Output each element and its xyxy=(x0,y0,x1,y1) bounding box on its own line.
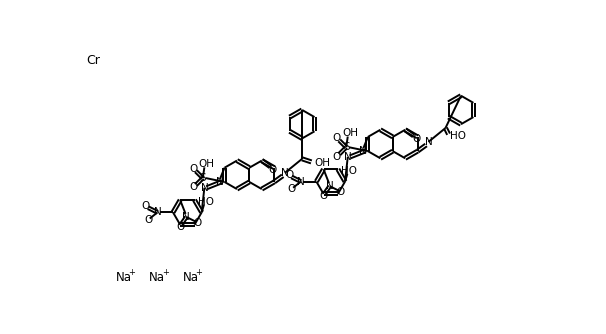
Text: O: O xyxy=(142,201,150,211)
Text: +: + xyxy=(195,268,202,277)
Text: N: N xyxy=(182,212,190,222)
Text: OH: OH xyxy=(199,159,215,169)
Text: O: O xyxy=(190,164,198,174)
Text: N: N xyxy=(201,183,208,193)
Text: O: O xyxy=(287,184,296,194)
Text: Na: Na xyxy=(182,271,199,284)
Text: N: N xyxy=(326,181,334,191)
Text: OH: OH xyxy=(342,129,358,138)
Text: S: S xyxy=(199,173,206,183)
Text: Na: Na xyxy=(149,271,165,284)
Text: +: + xyxy=(128,268,135,277)
Text: O: O xyxy=(333,133,341,143)
Text: S: S xyxy=(343,142,350,152)
Text: N: N xyxy=(216,177,224,187)
Text: N: N xyxy=(281,168,289,178)
Text: O: O xyxy=(333,152,341,162)
Text: O: O xyxy=(190,182,198,192)
Text: N: N xyxy=(153,207,161,217)
Text: O: O xyxy=(176,222,184,232)
Text: OH: OH xyxy=(315,158,330,168)
Text: O: O xyxy=(285,170,293,180)
Text: O: O xyxy=(193,218,201,228)
Text: O: O xyxy=(336,187,345,197)
Text: HO: HO xyxy=(198,197,213,207)
Text: N: N xyxy=(359,146,367,156)
Text: +: + xyxy=(162,268,168,277)
Text: N: N xyxy=(425,137,432,147)
Text: Cr: Cr xyxy=(87,54,101,67)
Text: O: O xyxy=(268,165,277,175)
Text: O: O xyxy=(412,134,420,144)
Text: O: O xyxy=(144,215,152,225)
Text: Na: Na xyxy=(116,271,132,284)
Text: O: O xyxy=(319,191,328,201)
Text: HO: HO xyxy=(341,166,357,176)
Text: N: N xyxy=(297,177,305,187)
Text: N: N xyxy=(344,152,351,162)
Text: HO: HO xyxy=(450,131,466,141)
